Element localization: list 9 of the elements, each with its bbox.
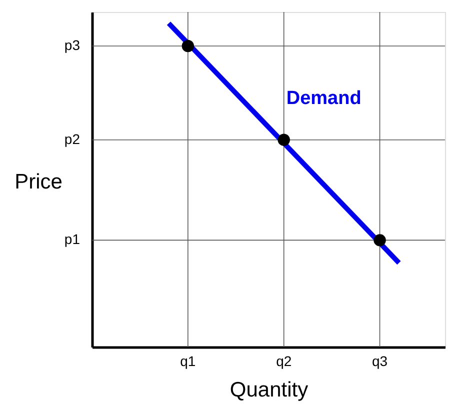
x-tick-label: q3 bbox=[372, 353, 388, 369]
ref-line-label: p1 bbox=[64, 231, 80, 248]
x-axis-title: Quantity bbox=[230, 378, 309, 402]
ref-line-label: p2 bbox=[64, 130, 80, 147]
y-axis-title: Price bbox=[14, 170, 62, 194]
series-label: Demand bbox=[286, 88, 362, 110]
ref-line-label: p3 bbox=[64, 36, 80, 53]
x-tick-label: q2 bbox=[276, 353, 292, 369]
x-tick-label: q1 bbox=[180, 353, 196, 369]
